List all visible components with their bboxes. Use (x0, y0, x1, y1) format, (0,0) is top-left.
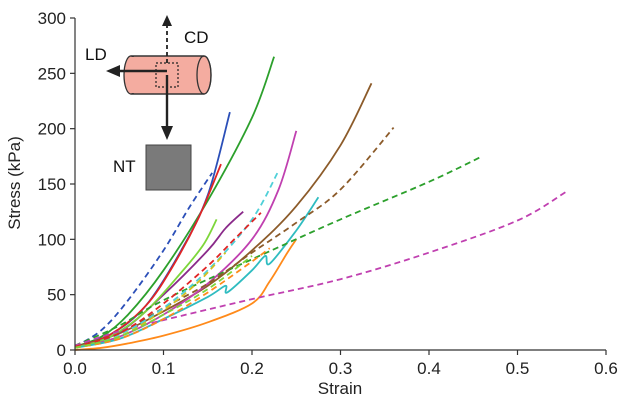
curve-10-dashed (74, 172, 213, 348)
x-ticks: 0.0 0.1 0.2 0.3 0.4 0.5 0.6 (63, 350, 618, 378)
curve-11-dashed (74, 155, 483, 347)
y-tick-label: 150 (38, 175, 66, 194)
x-axis-label: Strain (318, 379, 362, 398)
x-tick-label: 0.1 (152, 359, 176, 378)
inset-label-nt: NT (113, 157, 136, 176)
curves-layer (74, 56, 567, 351)
curve-12-dashed (74, 190, 567, 347)
x-tick-label: 0.5 (506, 359, 530, 378)
x-tick-label: 0.0 (63, 359, 87, 378)
curve-15-dashed (74, 212, 262, 348)
y-tick-label: 0 (57, 341, 66, 360)
y-tick-label: 300 (38, 9, 66, 28)
curve-9-solid (74, 238, 298, 351)
y-axis-label: Stress (kPa) (5, 136, 24, 230)
y-tick-label: 250 (38, 64, 66, 83)
inset-label-cd: CD (184, 28, 209, 47)
inset-schematic: LD CD NT (85, 15, 212, 191)
inset-nt-square (145, 144, 192, 191)
curve-18-dashed (74, 255, 253, 349)
x-tick-label: 0.3 (329, 359, 353, 378)
curve-17-dashed (74, 247, 271, 349)
curve-1-solid (74, 56, 275, 348)
y-tick-label: 50 (47, 286, 66, 305)
curve-8-solid (74, 196, 320, 349)
y-tick-label: 100 (38, 230, 66, 249)
inset-label-ld: LD (85, 45, 107, 64)
curve-6-solid (74, 211, 244, 349)
y-tick-label: 200 (38, 120, 66, 139)
x-tick-label: 0.2 (240, 359, 264, 378)
y-ticks: 0 50 100 150 200 250 300 (38, 9, 75, 360)
inset-nt-arrowhead (161, 126, 173, 140)
curve-5-solid (74, 163, 222, 349)
inset-ld-arrowhead (106, 65, 120, 77)
x-tick-label: 0.4 (417, 359, 441, 378)
inset-cd-arrowhead (162, 15, 172, 26)
curve-3-solid (74, 82, 373, 348)
x-tick-label: 0.6 (594, 359, 618, 378)
